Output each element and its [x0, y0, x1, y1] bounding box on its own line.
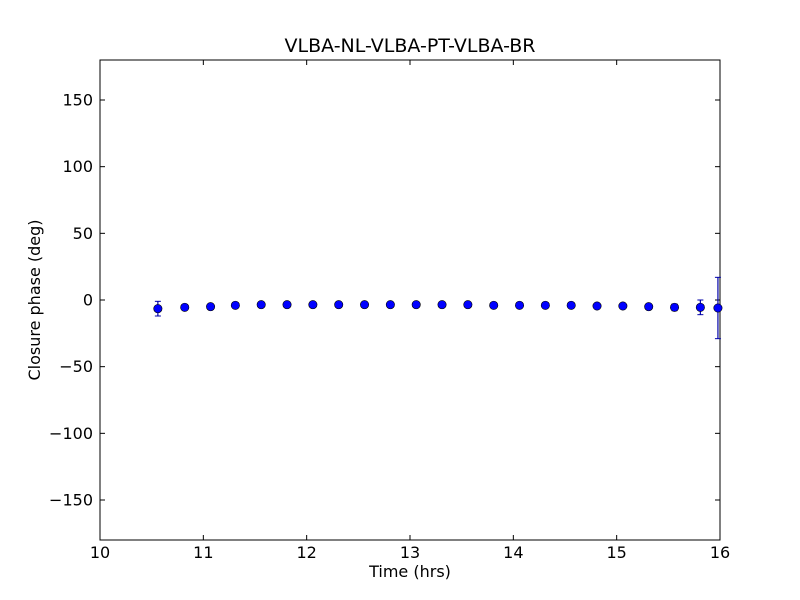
plot-area: [99, 59, 721, 541]
data-point: [489, 300, 499, 310]
x-tick-label: 10: [90, 543, 110, 562]
data-point: [515, 300, 525, 310]
chart-title: VLBA-NL-VLBA-PT-VLBA-BR: [285, 35, 536, 57]
data-point: [153, 304, 163, 314]
data-point: [360, 300, 370, 310]
x-tick-label: 15: [606, 543, 626, 562]
data-point: [713, 303, 723, 313]
x-axis-label: Time (hrs): [368, 562, 451, 581]
y-tick-label: −100: [49, 424, 93, 443]
data-point: [670, 302, 680, 312]
data-point: [282, 300, 292, 310]
x-tick-label: 14: [503, 543, 523, 562]
data-point: [334, 300, 344, 310]
y-tick-label: 150: [62, 91, 93, 110]
y-tick-label: −50: [59, 357, 93, 376]
data-point: [206, 302, 216, 312]
x-tick-label: 11: [193, 543, 213, 562]
x-tick-label: 12: [296, 543, 316, 562]
y-tick-label: −150: [49, 491, 93, 510]
data-point: [411, 300, 421, 310]
data-point: [566, 300, 576, 310]
x-tick-labels: 10 11 12 13 14 15 16: [90, 543, 730, 562]
x-tick-label: 16: [710, 543, 730, 562]
data-point: [695, 302, 705, 312]
y-tick-labels: −150 −100 −50 0 50 100 150: [49, 91, 93, 510]
data-point: [308, 300, 318, 310]
data-point: [618, 301, 628, 311]
data-point: [592, 301, 602, 311]
y-tick-label: 50: [73, 224, 93, 243]
data-point: [385, 300, 395, 310]
data-point: [644, 302, 654, 312]
data-point: [463, 300, 473, 310]
data-point: [540, 300, 550, 310]
x-tick-label: 13: [400, 543, 420, 562]
data-points: [153, 276, 723, 340]
data-point: [230, 300, 240, 310]
data-point: [256, 300, 266, 310]
y-axis-label: Closure phase (deg): [25, 219, 44, 380]
y-tick-label: 0: [83, 291, 93, 310]
y-tick-label: 100: [62, 157, 93, 176]
data-point: [180, 302, 190, 312]
data-point: [437, 300, 447, 310]
